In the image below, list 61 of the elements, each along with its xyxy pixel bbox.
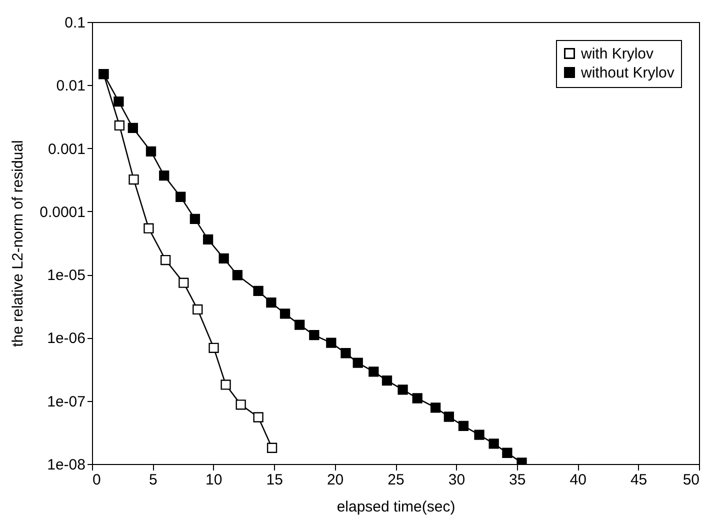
point xyxy=(232,270,243,280)
point xyxy=(309,330,320,340)
point xyxy=(128,122,138,134)
legend-label: without Krylov xyxy=(580,64,675,82)
y-tick-label: 0.0001 xyxy=(40,204,86,221)
point xyxy=(114,120,125,131)
point xyxy=(412,393,422,404)
y-tick-label: 0.001 xyxy=(48,140,86,158)
x-tick-label: 35 xyxy=(509,472,526,488)
point xyxy=(430,402,441,413)
point xyxy=(160,254,171,266)
point xyxy=(266,298,276,308)
point xyxy=(368,366,379,377)
x-tick-label: 40 xyxy=(570,472,586,488)
point xyxy=(176,192,186,202)
y-tick-label: 0.01 xyxy=(56,78,86,95)
point xyxy=(218,253,229,264)
point xyxy=(178,278,189,288)
point xyxy=(253,286,264,296)
y-tick-label: 1e-06 xyxy=(47,330,86,348)
point xyxy=(208,342,219,353)
x-axis-title: elapsed time(sec) xyxy=(336,498,456,516)
x-tick-label: 10 xyxy=(206,472,222,488)
point xyxy=(340,348,351,358)
point xyxy=(128,174,139,185)
point xyxy=(266,442,278,453)
y-tick-label: 1e-07 xyxy=(47,393,86,410)
y-axis-title: the relative L2-norm of residual xyxy=(10,140,27,347)
legend-label: with Krylov xyxy=(580,46,654,62)
point xyxy=(159,170,170,181)
x-tick-label: 5 xyxy=(149,472,158,488)
point xyxy=(144,223,154,234)
point xyxy=(326,338,336,348)
x-tick-label: 50 xyxy=(682,472,700,488)
point xyxy=(236,400,246,410)
point xyxy=(220,380,231,390)
x-tick-label: 30 xyxy=(448,472,466,488)
y-tick-label: 0.1 xyxy=(64,14,86,32)
point xyxy=(352,358,363,368)
x-tick-label: 25 xyxy=(388,472,404,488)
point xyxy=(190,214,200,224)
point xyxy=(444,412,454,422)
y-tick-label: 1e-05 xyxy=(47,267,86,284)
point xyxy=(474,430,484,440)
point xyxy=(502,448,512,458)
point xyxy=(114,96,124,107)
y-tick-label: 1e-08 xyxy=(47,456,86,474)
point xyxy=(488,438,499,449)
point xyxy=(202,234,214,245)
x-tick-label: 0 xyxy=(92,472,101,488)
x-tick-label: 20 xyxy=(326,472,344,488)
point xyxy=(382,375,392,386)
point xyxy=(280,308,290,319)
point xyxy=(192,304,203,315)
x-tick-label: 45 xyxy=(630,472,648,488)
point xyxy=(253,412,264,422)
point xyxy=(458,420,469,432)
x-tick-label: 15 xyxy=(266,472,283,488)
point xyxy=(294,320,305,330)
point xyxy=(398,384,408,395)
point xyxy=(146,146,156,157)
